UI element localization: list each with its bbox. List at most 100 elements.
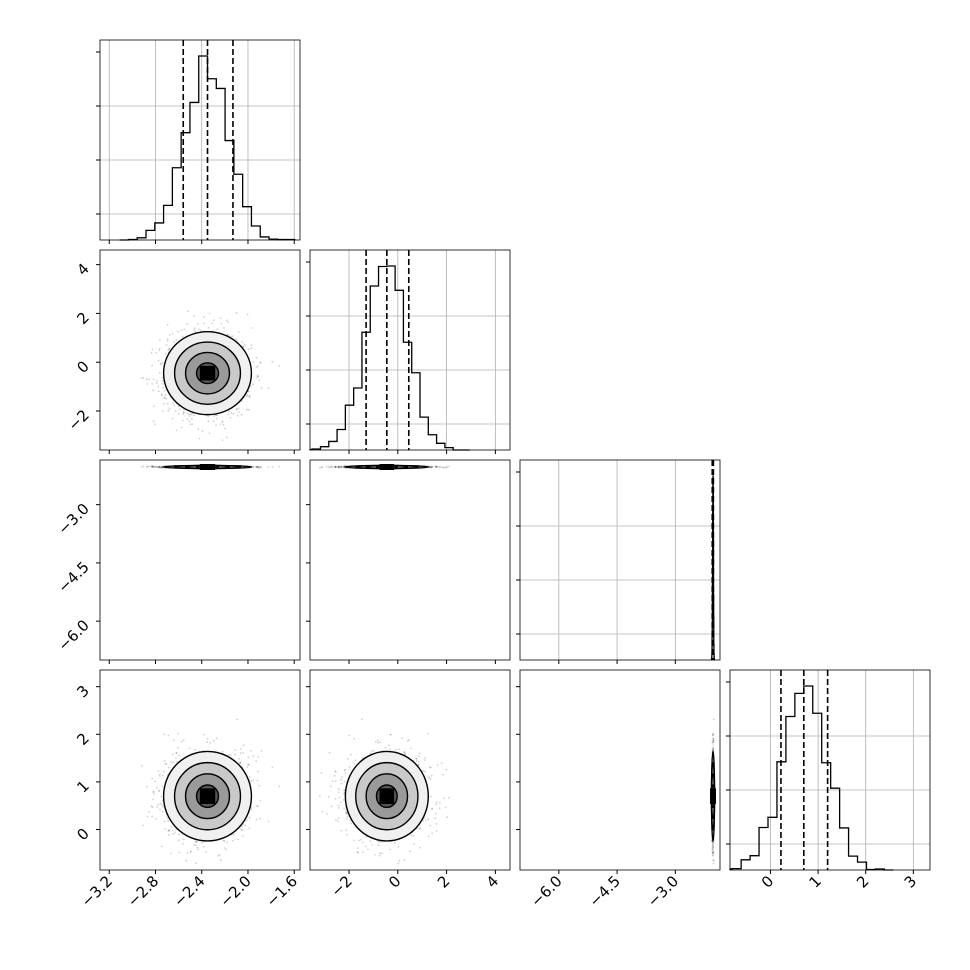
sample-point [239, 752, 242, 755]
sample-point [180, 426, 183, 429]
sample-point [195, 841, 198, 843]
scatter-panel-2-1 [309, 459, 511, 661]
sample-point [155, 466, 158, 468]
sample-point [207, 415, 210, 418]
sample-point [219, 423, 222, 426]
scatter-panel-2-0 [99, 459, 301, 661]
histogram-panel-1 [306, 249, 511, 451]
sample-point [151, 465, 154, 468]
sample-point [271, 766, 274, 769]
sample-point [237, 407, 240, 410]
sample-point [189, 851, 192, 853]
sample-point [194, 840, 197, 843]
sample-point [234, 749, 237, 751]
sample-point [343, 465, 345, 468]
sample-point [172, 402, 175, 404]
sample-point [222, 423, 225, 426]
sample-point [215, 424, 217, 427]
sample-point [429, 466, 432, 469]
sample-point [429, 465, 432, 468]
sample-point [158, 466, 161, 468]
sample-point [161, 376, 163, 379]
sample-point [258, 784, 260, 787]
sample-point [260, 387, 263, 390]
sample-point [140, 765, 143, 767]
sample-point [334, 465, 337, 468]
sample-point [258, 379, 260, 381]
sample-point [246, 819, 248, 822]
sample-point [334, 466, 337, 468]
sample-point [150, 805, 153, 807]
sample-point [189, 423, 192, 426]
sample-point [247, 763, 250, 766]
sample-point [185, 859, 188, 862]
sample-point [166, 338, 169, 341]
sample-point [241, 825, 244, 827]
sample-point [140, 377, 143, 380]
sample-point [151, 806, 154, 808]
sample-point [209, 741, 212, 744]
sample-point [154, 780, 157, 783]
sample-point [153, 793, 156, 796]
sample-point [333, 465, 336, 468]
sample-point [181, 419, 184, 422]
sample-point [338, 465, 341, 468]
sample-point [159, 339, 161, 342]
sample-point [180, 740, 183, 743]
sample-point [446, 465, 449, 468]
sample-point [207, 872, 209, 874]
sample-point [151, 364, 154, 367]
sample-point [257, 465, 259, 468]
sample-point [257, 465, 259, 468]
sample-point [236, 408, 238, 410]
sample-point [163, 397, 166, 400]
sample-point [142, 465, 145, 468]
sample-point [186, 852, 189, 854]
sample-point [267, 466, 270, 468]
sample-point [201, 430, 204, 433]
sample-point [214, 874, 216, 876]
sample-point [170, 825, 173, 828]
sample-point [142, 376, 145, 379]
sample-point [229, 417, 232, 419]
sample-point [343, 465, 346, 467]
sample-point [160, 394, 163, 397]
sample-point [166, 340, 169, 342]
sample-point [152, 378, 155, 381]
sample-point [255, 466, 258, 468]
sample-point [252, 383, 255, 386]
sample-point [278, 785, 281, 788]
sample-point [325, 466, 328, 468]
sample-point [160, 466, 163, 469]
sample-point [167, 409, 170, 412]
sample-point [145, 378, 148, 381]
sample-point [182, 739, 185, 741]
sample-point [170, 761, 173, 764]
sample-point [179, 408, 182, 410]
sample-point [156, 806, 159, 808]
sample-point [431, 466, 433, 468]
sample-point [173, 404, 176, 406]
sample-point [221, 439, 224, 442]
sample-point [444, 466, 447, 469]
sample-point [247, 348, 250, 351]
sample-point [244, 824, 247, 827]
sample-point [330, 466, 333, 469]
scatter-content [318, 463, 450, 470]
sample-point [442, 466, 444, 469]
sample-point [175, 752, 178, 755]
sample-point [159, 466, 162, 469]
sample-point [217, 854, 220, 857]
sample-point [201, 841, 203, 844]
sample-point [239, 761, 242, 764]
sample-point [260, 750, 263, 752]
sample-point [221, 421, 224, 424]
sample-point [188, 420, 191, 423]
sample-point [161, 382, 164, 385]
sample-point [256, 466, 259, 469]
histogram-step [309, 265, 470, 451]
sample-point [334, 466, 337, 469]
sample-point [155, 466, 158, 468]
sample-point [438, 466, 441, 469]
sample-point [256, 779, 259, 782]
